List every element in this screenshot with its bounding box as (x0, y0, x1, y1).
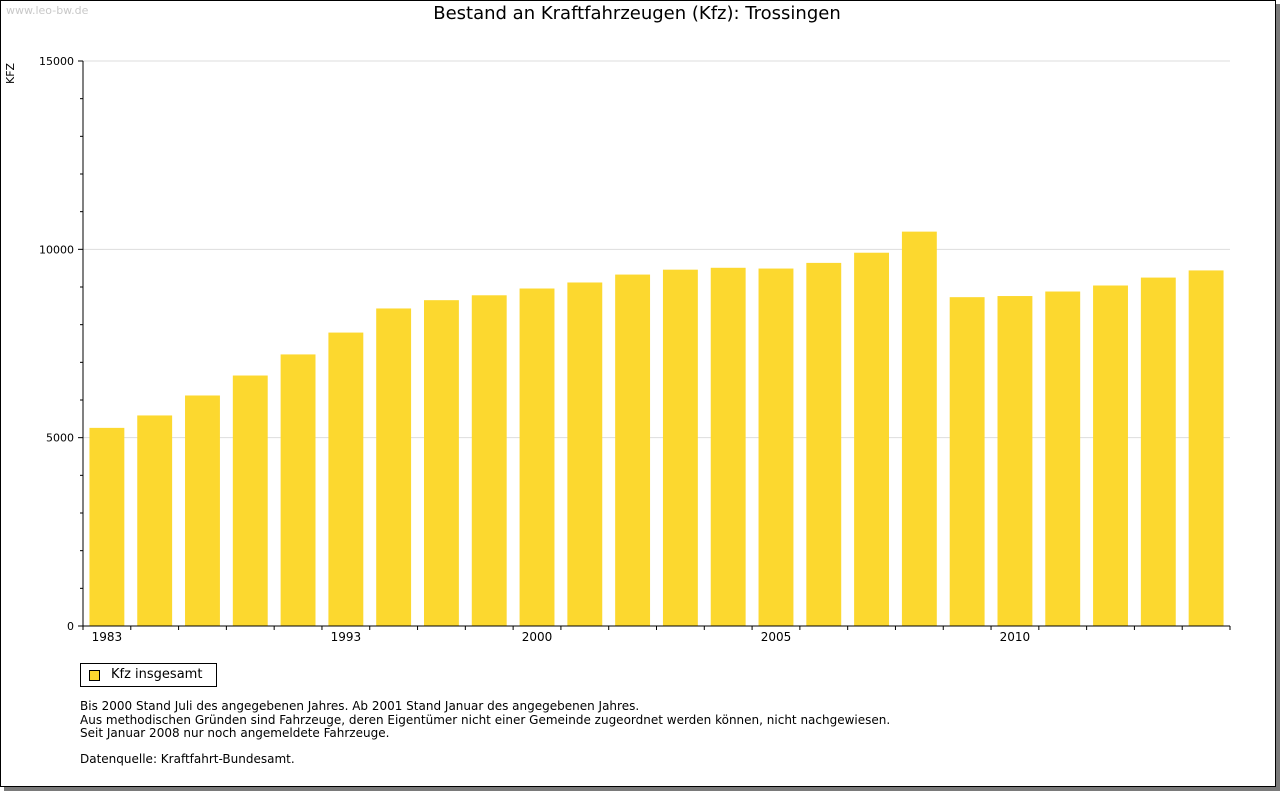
legend: Kfz insgesamt (80, 663, 217, 687)
bar (280, 354, 316, 626)
legend-swatch (89, 670, 100, 681)
x-tick-label: 2000 (522, 630, 553, 644)
bar (137, 415, 173, 626)
footnote-1: Bis 2000 Stand Juli des angegebenen Jahr… (80, 699, 640, 713)
x-tick-label: 1993 (331, 630, 362, 644)
x-tick-label: 1983 (92, 630, 123, 644)
y-tick-label: 15000 (39, 55, 74, 68)
x-tick-label: 2005 (761, 630, 792, 644)
bar (1045, 291, 1081, 626)
footnote-3: Seit Januar 2008 nur noch angemeldete Fa… (80, 726, 390, 740)
watermark: www.leo-bw.de (6, 4, 89, 17)
bar (232, 375, 268, 626)
bar (471, 295, 507, 626)
bar (328, 332, 364, 626)
legend-label: Kfz insgesamt (111, 667, 203, 682)
bar (758, 268, 794, 626)
bar (949, 297, 985, 626)
bar (901, 231, 937, 626)
y-tick-label: 5000 (46, 432, 74, 445)
y-tick-label: 10000 (39, 243, 74, 256)
footnote-2: Aus methodischen Gründen sind Fahrzeuge,… (80, 712, 891, 727)
bar (854, 252, 890, 626)
bar (662, 269, 698, 626)
bar (376, 308, 412, 626)
bar (806, 262, 842, 626)
bar (567, 282, 603, 626)
bar (1093, 285, 1128, 626)
bar (1188, 270, 1224, 626)
bar (710, 267, 746, 626)
bar (997, 296, 1033, 626)
chart-title: Bestand an Kraftfahrzeugen (Kfz): Trossi… (433, 3, 841, 24)
x-tick-label: 2010 (1000, 630, 1031, 644)
bar (89, 427, 125, 626)
bar (519, 288, 555, 626)
y-tick-label: 0 (67, 620, 74, 633)
bar (185, 395, 220, 626)
bar (615, 274, 651, 626)
footnotes: Bis 2000 Stand Juli des angegebenen Jahr… (80, 699, 891, 741)
data-source: Datenquelle: Kraftfahrt-Bundesamt. (80, 752, 295, 766)
bar (1140, 277, 1176, 626)
bar (423, 300, 459, 626)
